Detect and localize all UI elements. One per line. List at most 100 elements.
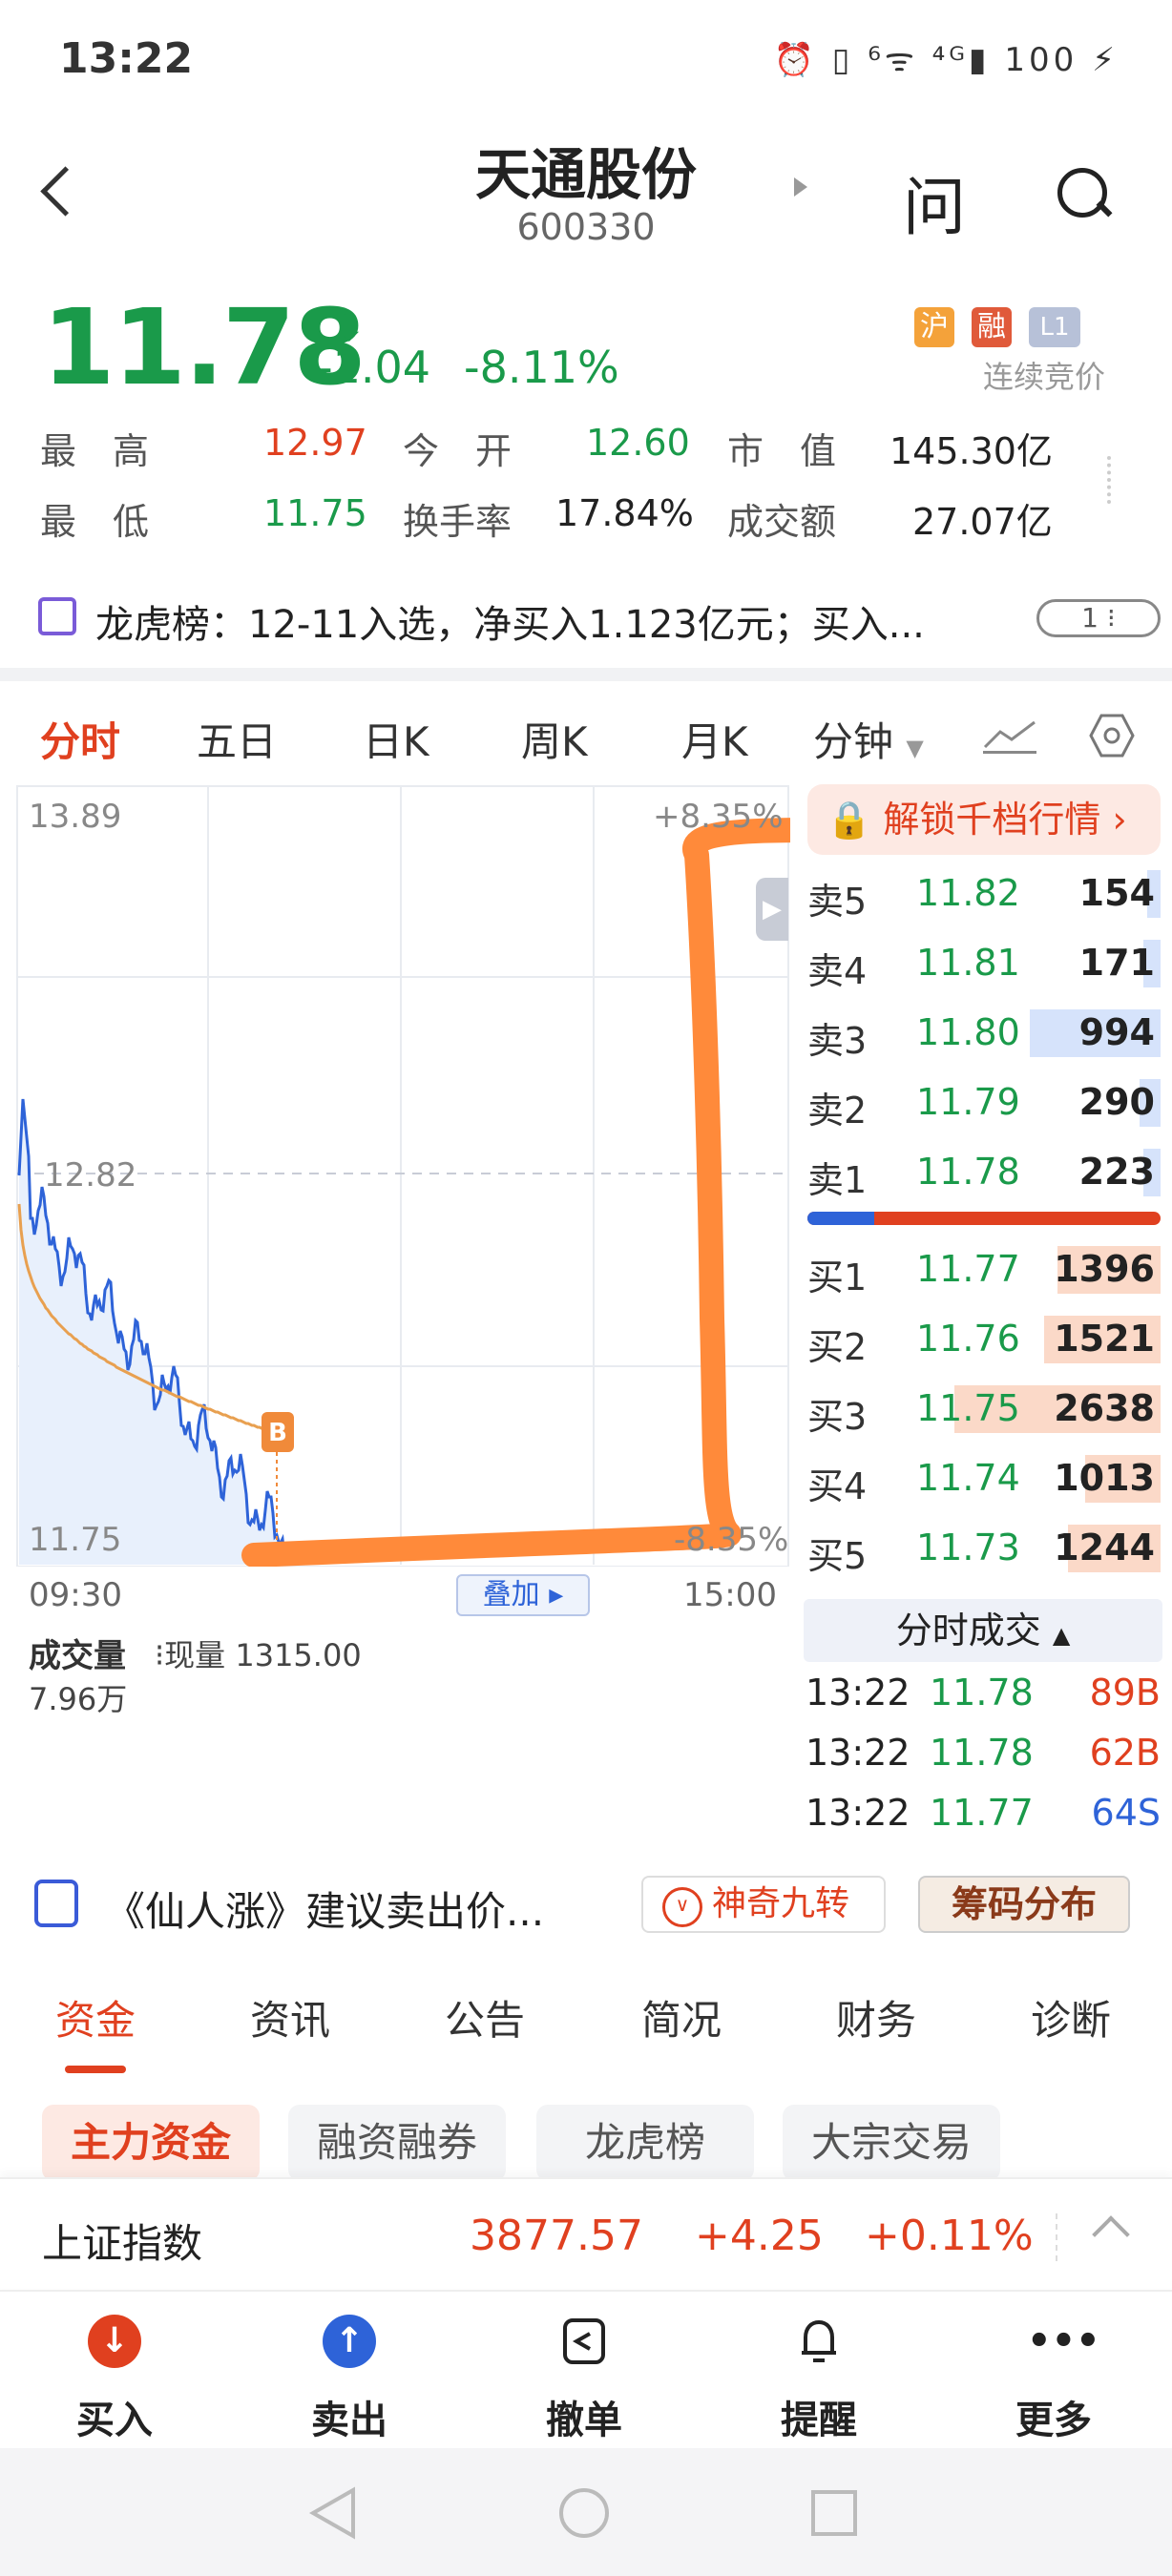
trade-volume: 89B — [1089, 1672, 1161, 1714]
settings-hex-icon[interactable] — [1088, 712, 1136, 769]
tab-announcements[interactable]: 公告 — [445, 1997, 526, 2044]
expand-panel-icon[interactable]: ▶ — [756, 878, 788, 941]
more-button[interactable]: ••• 更多 — [977, 2309, 1130, 2442]
bid-volume-bar — [954, 1385, 1161, 1433]
search-icon[interactable] — [1054, 164, 1111, 221]
pct-axis-low: -8.35% — [674, 1521, 789, 1559]
alert-label: 提醒 — [781, 2399, 857, 2442]
tab-monthly-k[interactable]: 月K — [681, 718, 748, 765]
tab-five-day[interactable]: 五日 — [197, 718, 278, 765]
buy-button[interactable]: ↓ 买入 — [38, 2309, 191, 2442]
index-ticker[interactable]: 上证指数 3877.57 +4.25 +0.11% — [0, 2177, 1172, 2288]
tab-profile[interactable]: 简况 — [641, 1997, 722, 2044]
tab-intraday[interactable]: 分时 — [40, 710, 120, 793]
magic-nine-button[interactable]: 神奇九转 — [641, 1876, 886, 1933]
stat-label: 最 高 — [40, 430, 150, 472]
bid-volume-bar — [1044, 1316, 1161, 1363]
chip-distribution-button[interactable]: 筹码分布 — [918, 1876, 1130, 1933]
tab-diagnosis[interactable]: 诊断 — [1031, 1997, 1112, 2044]
ask-row[interactable]: 卖5 11.82 154 — [807, 864, 1161, 925]
stat-label: 换手率 — [403, 501, 513, 543]
clock: 13:22 — [59, 34, 194, 83]
chip-main-funds[interactable]: 主力资金 — [42, 2105, 260, 2181]
price-axis-mid: 12.82 — [44, 1156, 137, 1195]
trade-toolbar: ↓ 买入 ↑ 卖出 撤单 提醒 ••• 更多 — [0, 2290, 1172, 2446]
bid-row[interactable]: 买1 11.77 1396 — [807, 1240, 1161, 1301]
margin-badge: 融 — [972, 307, 1012, 347]
ask-row[interactable]: 卖1 11.78 223 — [807, 1143, 1161, 1204]
ask-button[interactable]: 问 — [903, 171, 966, 244]
bid-volume: 1521 — [1054, 1318, 1155, 1360]
bid-price: 11.76 — [916, 1318, 1020, 1360]
bid-row[interactable]: 买3 11.75 2638 — [807, 1380, 1161, 1441]
price-line — [17, 1098, 286, 1558]
header: 天通股份 600330 问 — [0, 114, 1172, 258]
dragon-tiger-banner[interactable]: 龙虎榜：12-11入选，净买入1.123亿元；买入... 1 ⁝ — [38, 592, 1161, 649]
bid-row[interactable]: 买5 11.73 1244 — [807, 1519, 1161, 1580]
volume-title: 成交量 — [29, 1637, 126, 1675]
unlock-depth-button[interactable]: 🔒 解锁千档行情 › — [807, 784, 1161, 855]
nav-back-icon[interactable] — [307, 2486, 361, 2540]
more-stats-icon[interactable] — [1107, 456, 1113, 504]
stat-label: 最 低 — [40, 501, 150, 543]
level-badge[interactable]: L1 — [1029, 307, 1080, 347]
buy-marker-icon[interactable] — [262, 1412, 294, 1452]
ask-level: 卖2 — [807, 1090, 868, 1132]
tab-news[interactable]: 资讯 — [250, 1997, 331, 2044]
sell-arrow-icon: ↑ — [323, 2315, 376, 2368]
chip-block-trade[interactable]: 大宗交易 — [783, 2105, 1000, 2181]
system-nav-bar — [0, 2448, 1172, 2576]
intraday-chart[interactable]: B 13.89 +8.35% 12.82 11.75 -8.35% 09:30 … — [15, 784, 827, 1853]
index-name: 上证指数 — [42, 2220, 203, 2267]
bid-volume-bar — [1057, 1246, 1161, 1294]
next-stock-icon[interactable] — [794, 177, 807, 197]
cancel-order-button[interactable]: 撤单 — [508, 2309, 660, 2442]
price-axis-high: 13.89 — [29, 798, 122, 836]
last-price: 11.78 — [42, 286, 366, 408]
time-start: 09:30 — [29, 1576, 122, 1614]
chart-line-icon — [38, 597, 76, 635]
bid-level: 买4 — [807, 1465, 868, 1507]
buy-marker-label: B — [268, 1419, 287, 1447]
advice-row[interactable]: 《仙人涨》建议卖出价... — [34, 1870, 1170, 1946]
tab-weekly-k[interactable]: 周K — [521, 718, 588, 765]
bid-price: 11.77 — [916, 1248, 1020, 1290]
ask-price: 11.82 — [916, 872, 1020, 914]
stat-value: 11.75 — [263, 492, 367, 534]
ask-row[interactable]: 卖3 11.80 994 — [807, 1004, 1161, 1065]
stock-code: 600330 — [516, 206, 656, 248]
nav-recents-icon[interactable] — [809, 2488, 859, 2538]
price-change: -1.04 — [317, 342, 431, 393]
chevron-up-icon[interactable] — [1092, 2215, 1130, 2254]
ask-row[interactable]: 卖4 11.81 171 — [807, 934, 1161, 995]
ask-level: 卖5 — [807, 881, 868, 923]
stat-value: 12.97 — [263, 422, 367, 464]
trades-toggle[interactable]: 分时成交 ▲ — [804, 1599, 1162, 1662]
alert-button[interactable]: 提醒 — [743, 2309, 895, 2442]
dragon-tiger-pager[interactable]: 1 ⁝ — [1036, 599, 1161, 637]
ask-volume-bar — [1143, 940, 1161, 987]
ask-volume: 171 — [1078, 942, 1155, 984]
bid-price: 11.74 — [916, 1457, 1020, 1499]
tab-daily-k[interactable]: 日K — [363, 718, 429, 765]
nav-home-icon[interactable] — [557, 2486, 611, 2540]
bid-volume: 1396 — [1054, 1248, 1155, 1290]
time-end: 15:00 — [683, 1576, 777, 1614]
indicator-icon[interactable] — [983, 716, 1036, 754]
bid-row[interactable]: 买4 11.74 1013 — [807, 1449, 1161, 1510]
tab-finance[interactable]: 财务 — [836, 1997, 917, 2044]
bid-row[interactable]: 买2 11.76 1521 — [807, 1310, 1161, 1371]
chip-dragon-tiger[interactable]: 龙虎榜 — [536, 2105, 754, 2181]
tab-minute[interactable]: 分钟 ▼ — [813, 710, 924, 768]
unlock-label: 解锁千档行情 — [883, 799, 1101, 841]
hand-drawn-annotation — [241, 818, 827, 1568]
trades-title: 分时成交 — [895, 1610, 1041, 1652]
buy-sell-ratio-bar — [807, 1212, 1161, 1225]
ask-row[interactable]: 卖2 11.79 290 — [807, 1073, 1161, 1134]
tab-funds[interactable]: 资金 — [55, 1988, 136, 2073]
ask-volume: 223 — [1078, 1151, 1155, 1193]
overlay-button[interactable]: 叠加 ▸ — [456, 1574, 590, 1616]
sell-button[interactable]: ↑ 卖出 — [273, 2309, 426, 2442]
chip-margin[interactable]: 融资融券 — [288, 2105, 506, 2181]
trade-time: 13:22 — [806, 1732, 910, 1774]
